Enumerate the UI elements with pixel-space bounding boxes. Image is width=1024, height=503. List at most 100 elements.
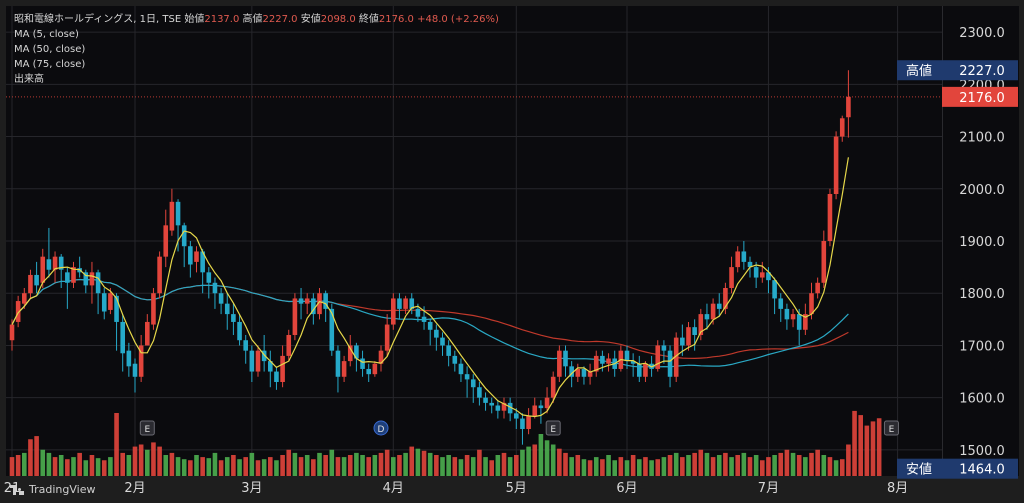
candle	[741, 241, 747, 270]
candle	[46, 227, 52, 278]
candle-body	[464, 374, 470, 380]
high-price-tag-bg	[942, 60, 1018, 81]
candle-body	[427, 321, 433, 330]
candle-body	[790, 314, 796, 320]
candle	[341, 355, 347, 382]
volume-bar	[846, 444, 851, 476]
candle-body	[839, 118, 845, 137]
low-price-tag-value: 1464.0	[959, 463, 1005, 478]
candle	[354, 342, 359, 372]
low-price-tag: 安値 1464.0	[897, 458, 1018, 479]
volume-bar	[366, 457, 371, 476]
candle	[89, 261, 95, 304]
volume-bar	[34, 436, 39, 476]
legend-volume[interactable]: 出来高	[14, 74, 44, 85]
candle	[470, 374, 476, 403]
candle	[77, 256, 82, 278]
volume-bar	[624, 460, 630, 476]
volume-bar	[237, 459, 242, 476]
volume-bar	[686, 455, 691, 476]
candle-body	[673, 337, 679, 377]
high-price-tag-label: 高値	[906, 63, 932, 79]
candle-body	[218, 293, 224, 304]
candle-body	[796, 314, 802, 330]
candle	[261, 335, 267, 372]
volume-bar	[341, 457, 347, 476]
volume-bar	[680, 457, 685, 476]
volume-bar	[317, 452, 322, 476]
candle	[384, 314, 390, 356]
legend-ma5[interactable]: MA (5, close)	[14, 29, 79, 40]
candle-body	[200, 251, 205, 273]
candle-body	[489, 402, 494, 406]
candle	[846, 70, 851, 138]
volume-bar	[46, 452, 52, 476]
candle-body	[157, 256, 162, 294]
volume-bar	[89, 455, 95, 476]
volume-bar	[514, 455, 519, 476]
volume-bar	[507, 457, 513, 476]
candle	[372, 361, 378, 377]
volume-bar	[655, 459, 661, 476]
candle-body	[347, 345, 353, 362]
candle-body	[249, 350, 255, 372]
volume-bar	[311, 459, 316, 476]
candle-body	[434, 329, 439, 338]
volume-bar	[181, 459, 187, 476]
candle-body	[698, 314, 704, 335]
candle-body	[532, 405, 538, 416]
candle	[643, 361, 648, 382]
x-tick-label: 8月	[887, 481, 908, 496]
candle-body	[606, 358, 611, 364]
volume-bar	[809, 452, 814, 476]
volume-bar	[206, 458, 212, 476]
candle-body	[772, 280, 777, 299]
candle	[446, 340, 451, 367]
volume-bar	[323, 455, 328, 476]
volume-bar	[803, 457, 808, 476]
event-marker-label: E	[550, 425, 556, 435]
volume-bar	[15, 455, 21, 476]
candle-body	[9, 324, 15, 341]
candle	[292, 293, 298, 341]
volume-bar	[200, 457, 205, 476]
candle-body	[747, 261, 753, 268]
candle-body	[655, 345, 661, 369]
volume-bar	[427, 452, 433, 476]
y-tick-label: 1800.0	[959, 287, 1005, 302]
candle	[212, 277, 218, 309]
candle-body	[821, 241, 827, 283]
candle-body	[766, 272, 771, 281]
ma5-line	[11, 157, 849, 418]
volume-bar	[354, 452, 359, 476]
candle-body	[304, 298, 310, 304]
candle	[483, 392, 488, 411]
volume-bar	[409, 446, 415, 476]
legend-high: 2227.0	[262, 14, 298, 25]
candle-body	[680, 337, 685, 346]
tradingview-logo[interactable]: TradingView	[10, 483, 95, 496]
volume-bar	[649, 460, 654, 476]
candle	[550, 371, 556, 403]
x-tick-label: 21	[4, 481, 21, 496]
price-axis[interactable]	[942, 6, 1019, 476]
candle-body	[409, 298, 415, 309]
candle-body	[286, 335, 292, 356]
candle	[477, 382, 482, 406]
y-tick-label: 1500.0	[959, 444, 1005, 459]
candle-body	[710, 303, 716, 320]
high-price-tag-value: 2227.0	[959, 64, 1005, 79]
candle-body	[58, 256, 64, 270]
candle	[507, 397, 513, 422]
candle	[108, 288, 113, 315]
candle-body	[477, 387, 482, 398]
candle	[778, 293, 784, 322]
legend-low: 2098.0	[320, 14, 356, 25]
candle-body	[89, 272, 95, 286]
legend-ma50[interactable]: MA (50, close)	[14, 44, 86, 55]
candle-body	[741, 251, 747, 262]
legend-ma75[interactable]: MA (75, close)	[14, 59, 86, 70]
candle	[538, 400, 544, 424]
candle-body	[575, 368, 581, 377]
